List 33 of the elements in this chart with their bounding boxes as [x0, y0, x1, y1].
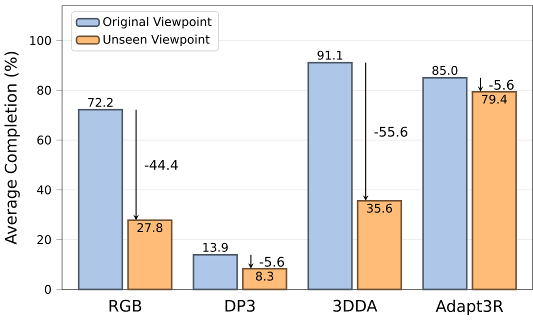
y-tick-label: 20 [37, 235, 51, 244]
bar [242, 268, 288, 290]
annotation: -44.4 [144, 160, 178, 170]
x-tick-label: RGB [110, 300, 142, 312]
bar [356, 200, 402, 290]
legend-label: Unseen Viewpoint [104, 34, 210, 46]
data-label: 85.0 [432, 66, 458, 76]
bar [78, 109, 124, 290]
data-label: 72.2 [88, 98, 113, 107]
y-tick-label: 40 [37, 186, 51, 195]
annotation: -5.6 [489, 80, 514, 90]
annotation: -55.6 [374, 126, 408, 137]
x-tick-label: Adapt3R [436, 300, 504, 316]
y-tick-label: 0 [44, 285, 51, 294]
x-tick-label: 3DDA [333, 300, 378, 312]
data-label: 27.8 [137, 223, 162, 232]
bar [422, 77, 468, 290]
data-label: 8.3 [256, 272, 274, 281]
y-axis-title: Average Completion (%) [4, 52, 20, 245]
y-tick-label: 80 [37, 86, 51, 96]
bar [192, 254, 238, 290]
y-tick-label: 100 [30, 36, 51, 46]
annotation: -5.6 [260, 256, 284, 268]
bar [308, 62, 353, 290]
y-tick-label: 60 [37, 136, 51, 145]
legend-label: Original Viewpoint [103, 17, 212, 29]
x-tick-label: DP3 [226, 300, 255, 312]
bar [472, 91, 517, 290]
data-label: 79.4 [482, 94, 507, 104]
data-label: 13.9 [203, 243, 228, 252]
data-label: 35.6 [367, 204, 392, 213]
bar [127, 220, 172, 290]
data-label: 91.1 [318, 50, 342, 60]
